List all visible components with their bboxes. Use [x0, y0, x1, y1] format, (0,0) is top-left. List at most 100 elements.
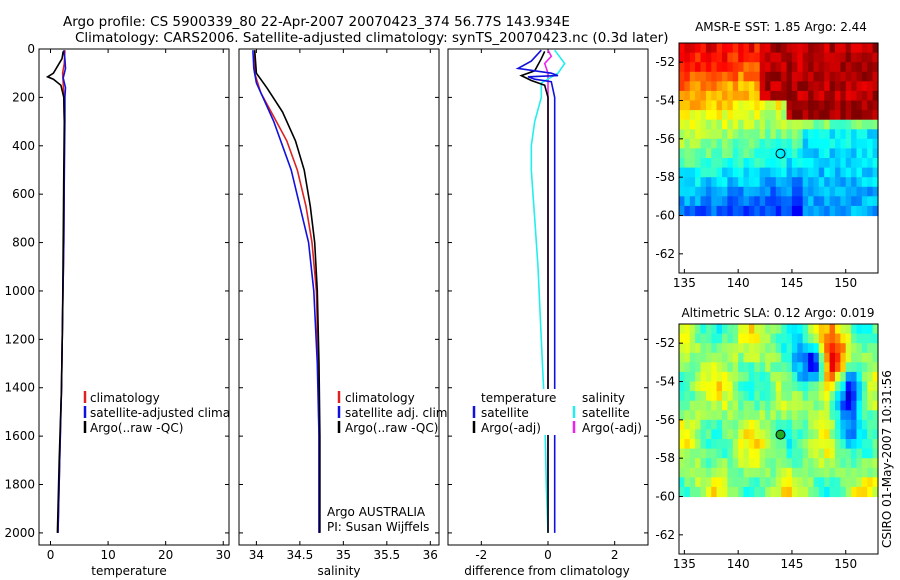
sst-map-cell	[786, 129, 793, 140]
sla-map-cell	[851, 429, 858, 440]
sla-map-cell	[754, 410, 761, 421]
sla-map-cell	[716, 400, 723, 411]
sla-map-cell	[835, 324, 841, 335]
sla-map-cell	[775, 477, 782, 488]
sst-map-cell	[845, 158, 852, 169]
sla-map-cell	[722, 391, 728, 402]
sla-map-cell	[748, 352, 755, 363]
sst-map-ytick-label: -56	[655, 132, 675, 146]
sst-map-cell	[808, 186, 815, 197]
sla-map-cell	[765, 371, 772, 383]
sla-map-cell	[781, 324, 788, 335]
sst-map-ytick-label: -54	[655, 94, 675, 108]
sla-map-cell	[705, 439, 712, 450]
sla-map-cell	[765, 477, 772, 488]
sla-map-cell	[802, 352, 809, 363]
sla-map-cell	[845, 391, 852, 402]
sst-map-cell	[759, 138, 766, 149]
sst-map-cell	[684, 81, 691, 92]
sla-map-cell	[791, 429, 798, 440]
sst-map-cell	[759, 43, 766, 54]
sst-map-cell	[732, 100, 739, 111]
sst-map-cell	[851, 52, 858, 63]
sla-map-cell	[856, 410, 863, 421]
sst-map-cell	[705, 129, 712, 140]
sst-map-cell	[684, 62, 691, 73]
sst-map-cell	[743, 119, 750, 130]
temperature-series-group	[45, 50, 67, 533]
sla-map-cell	[695, 448, 702, 459]
sla-map-cell	[851, 410, 858, 421]
sla-map-cell	[872, 486, 879, 498]
sst-map-cell	[781, 90, 788, 102]
sla-map-cell	[684, 486, 691, 498]
sla-map-cell	[705, 419, 712, 430]
sla-map-cell	[684, 324, 691, 335]
sst-map-cell	[797, 43, 804, 54]
sla-map-cell	[711, 324, 718, 335]
sst-map-cell	[872, 196, 879, 207]
sla-map-cell	[765, 419, 772, 430]
sla-map-cell	[797, 429, 804, 440]
sla-map-cell	[759, 448, 766, 459]
sla-map-cell	[791, 343, 798, 354]
sst-map-cell	[808, 205, 815, 217]
sla-map-cell	[802, 439, 809, 450]
sla-map-cell	[679, 439, 685, 450]
temperature-legend-label-climatology: climatology	[90, 391, 160, 405]
sla-map-cell	[738, 439, 745, 450]
sla-map-cell	[732, 324, 739, 335]
sla-map-cell	[786, 486, 793, 498]
sla-map-cell	[856, 486, 863, 498]
sla-map-cell	[872, 429, 879, 440]
sst-map-cell	[775, 167, 782, 178]
sla-map-cell	[786, 467, 793, 478]
sla-map-cell	[705, 381, 712, 392]
sst-map-cell	[791, 205, 798, 217]
sla-map-cell	[781, 352, 788, 363]
sst-map-cell	[765, 167, 772, 178]
temperature-ytick-label: 800	[12, 236, 35, 250]
sla-map-cell	[759, 429, 766, 440]
sla-map-cell	[829, 391, 836, 402]
sla-map-cell	[679, 333, 685, 344]
sla-map-cell	[679, 343, 685, 354]
sst-map-cell	[781, 158, 788, 169]
sla-map-cell	[722, 333, 728, 344]
sst-map-cell	[829, 138, 836, 149]
sst-map-cell	[727, 158, 734, 169]
sla-map-ytick-label: -52	[655, 336, 675, 350]
temperature-ytick-label: 400	[12, 139, 35, 153]
sla-map-cell	[845, 467, 852, 478]
sst-map-cell	[861, 71, 868, 82]
sst-map-cell	[840, 62, 847, 73]
sla-map-cell	[716, 371, 723, 383]
salinity-series-satellite-adjusted	[252, 50, 320, 533]
difference-legend-label-sal-satellite: satellite	[582, 406, 630, 420]
sst-map-cell	[802, 62, 809, 73]
sla-map-cell	[716, 381, 723, 392]
sla-map-cell	[732, 371, 739, 383]
sla-map-cell	[711, 362, 718, 373]
sla-map-cell	[738, 343, 745, 354]
sst-map-cell	[840, 110, 847, 121]
sst-map-cell	[813, 43, 820, 54]
sla-map-cell	[851, 477, 858, 488]
sla-map-cell	[808, 458, 815, 469]
sla-map-cell	[695, 419, 702, 430]
sla-map-xtick-label: 135	[673, 557, 696, 571]
sla-map-cell	[754, 439, 761, 450]
sst-map-cell	[705, 81, 712, 92]
sst-map-cell	[679, 62, 685, 73]
sst-map-cell	[722, 177, 728, 188]
sst-map-cell	[743, 90, 750, 102]
sla-map-cell	[743, 333, 750, 344]
sst-map-cell	[759, 62, 766, 73]
sst-map-cell	[786, 138, 793, 149]
sst-map-cell	[872, 52, 879, 63]
sst-map-cell	[695, 129, 702, 140]
sla-map-cell	[700, 400, 707, 411]
sla-map-cell	[829, 324, 836, 335]
sst-map-cell	[856, 90, 863, 102]
sst-map-cell	[738, 196, 745, 207]
